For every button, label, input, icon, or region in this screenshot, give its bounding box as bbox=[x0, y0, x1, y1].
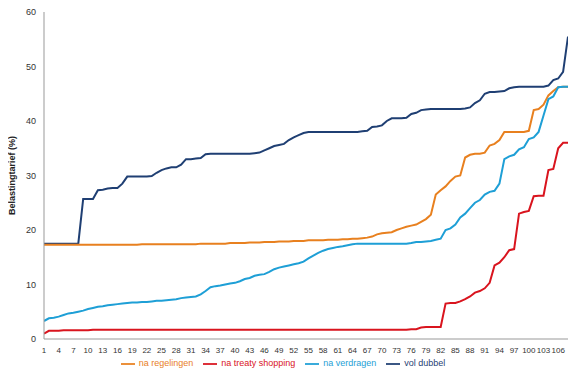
svg-text:50: 50 bbox=[26, 62, 36, 72]
svg-text:37: 37 bbox=[216, 346, 225, 355]
html-text:na treaty shopping: na treaty shopping bbox=[221, 358, 296, 369]
svg-text:10: 10 bbox=[26, 280, 36, 290]
svg-text:1: 1 bbox=[42, 346, 47, 355]
svg-text:49: 49 bbox=[275, 346, 284, 355]
svg-text:103: 103 bbox=[537, 346, 551, 355]
svg-text:91: 91 bbox=[480, 346, 489, 355]
html-text:vol dubbel: vol dubbel bbox=[404, 358, 446, 369]
svg-text:61: 61 bbox=[333, 346, 342, 355]
svg-text:106: 106 bbox=[552, 346, 566, 355]
svg-text:30: 30 bbox=[26, 171, 36, 181]
svg-text:85: 85 bbox=[451, 346, 460, 355]
svg-text:28: 28 bbox=[172, 346, 181, 355]
svg-text:20: 20 bbox=[26, 225, 36, 235]
svg-text:34: 34 bbox=[201, 346, 210, 355]
svg-text:76: 76 bbox=[407, 346, 416, 355]
svg-text:67: 67 bbox=[363, 346, 372, 355]
svg-text:82: 82 bbox=[436, 346, 445, 355]
svg-text:55: 55 bbox=[304, 346, 313, 355]
svg-text:64: 64 bbox=[348, 346, 357, 355]
html-text:na regelingen: na regelingen bbox=[138, 358, 194, 369]
svg-text:7: 7 bbox=[71, 346, 76, 355]
svg-text:4: 4 bbox=[56, 346, 61, 355]
svg-text:94: 94 bbox=[495, 346, 504, 355]
svg-text:70: 70 bbox=[377, 346, 386, 355]
svg-text:19: 19 bbox=[128, 346, 137, 355]
svg-text:40: 40 bbox=[231, 346, 240, 355]
svg-text:Belastingtarief (%): Belastingtarief (%) bbox=[8, 136, 17, 215]
svg-text:22: 22 bbox=[142, 346, 151, 355]
svg-text:52: 52 bbox=[289, 346, 298, 355]
html-text:na verdragen: na verdragen bbox=[323, 358, 377, 369]
svg-text:58: 58 bbox=[319, 346, 328, 355]
svg-text:0: 0 bbox=[31, 334, 36, 344]
svg-text:60: 60 bbox=[26, 8, 36, 17]
svg-text:25: 25 bbox=[157, 346, 166, 355]
svg-text:100: 100 bbox=[522, 346, 536, 355]
svg-text:13: 13 bbox=[98, 346, 107, 355]
svg-text:16: 16 bbox=[113, 346, 122, 355]
svg-text:79: 79 bbox=[422, 346, 431, 355]
svg-text:73: 73 bbox=[392, 346, 401, 355]
svg-text:10: 10 bbox=[84, 346, 93, 355]
svg-text:88: 88 bbox=[466, 346, 475, 355]
svg-text:40: 40 bbox=[26, 116, 36, 126]
svg-text:97: 97 bbox=[510, 346, 519, 355]
svg-text:31: 31 bbox=[186, 346, 195, 355]
svg-text:43: 43 bbox=[245, 346, 254, 355]
svg-text:46: 46 bbox=[260, 346, 269, 355]
